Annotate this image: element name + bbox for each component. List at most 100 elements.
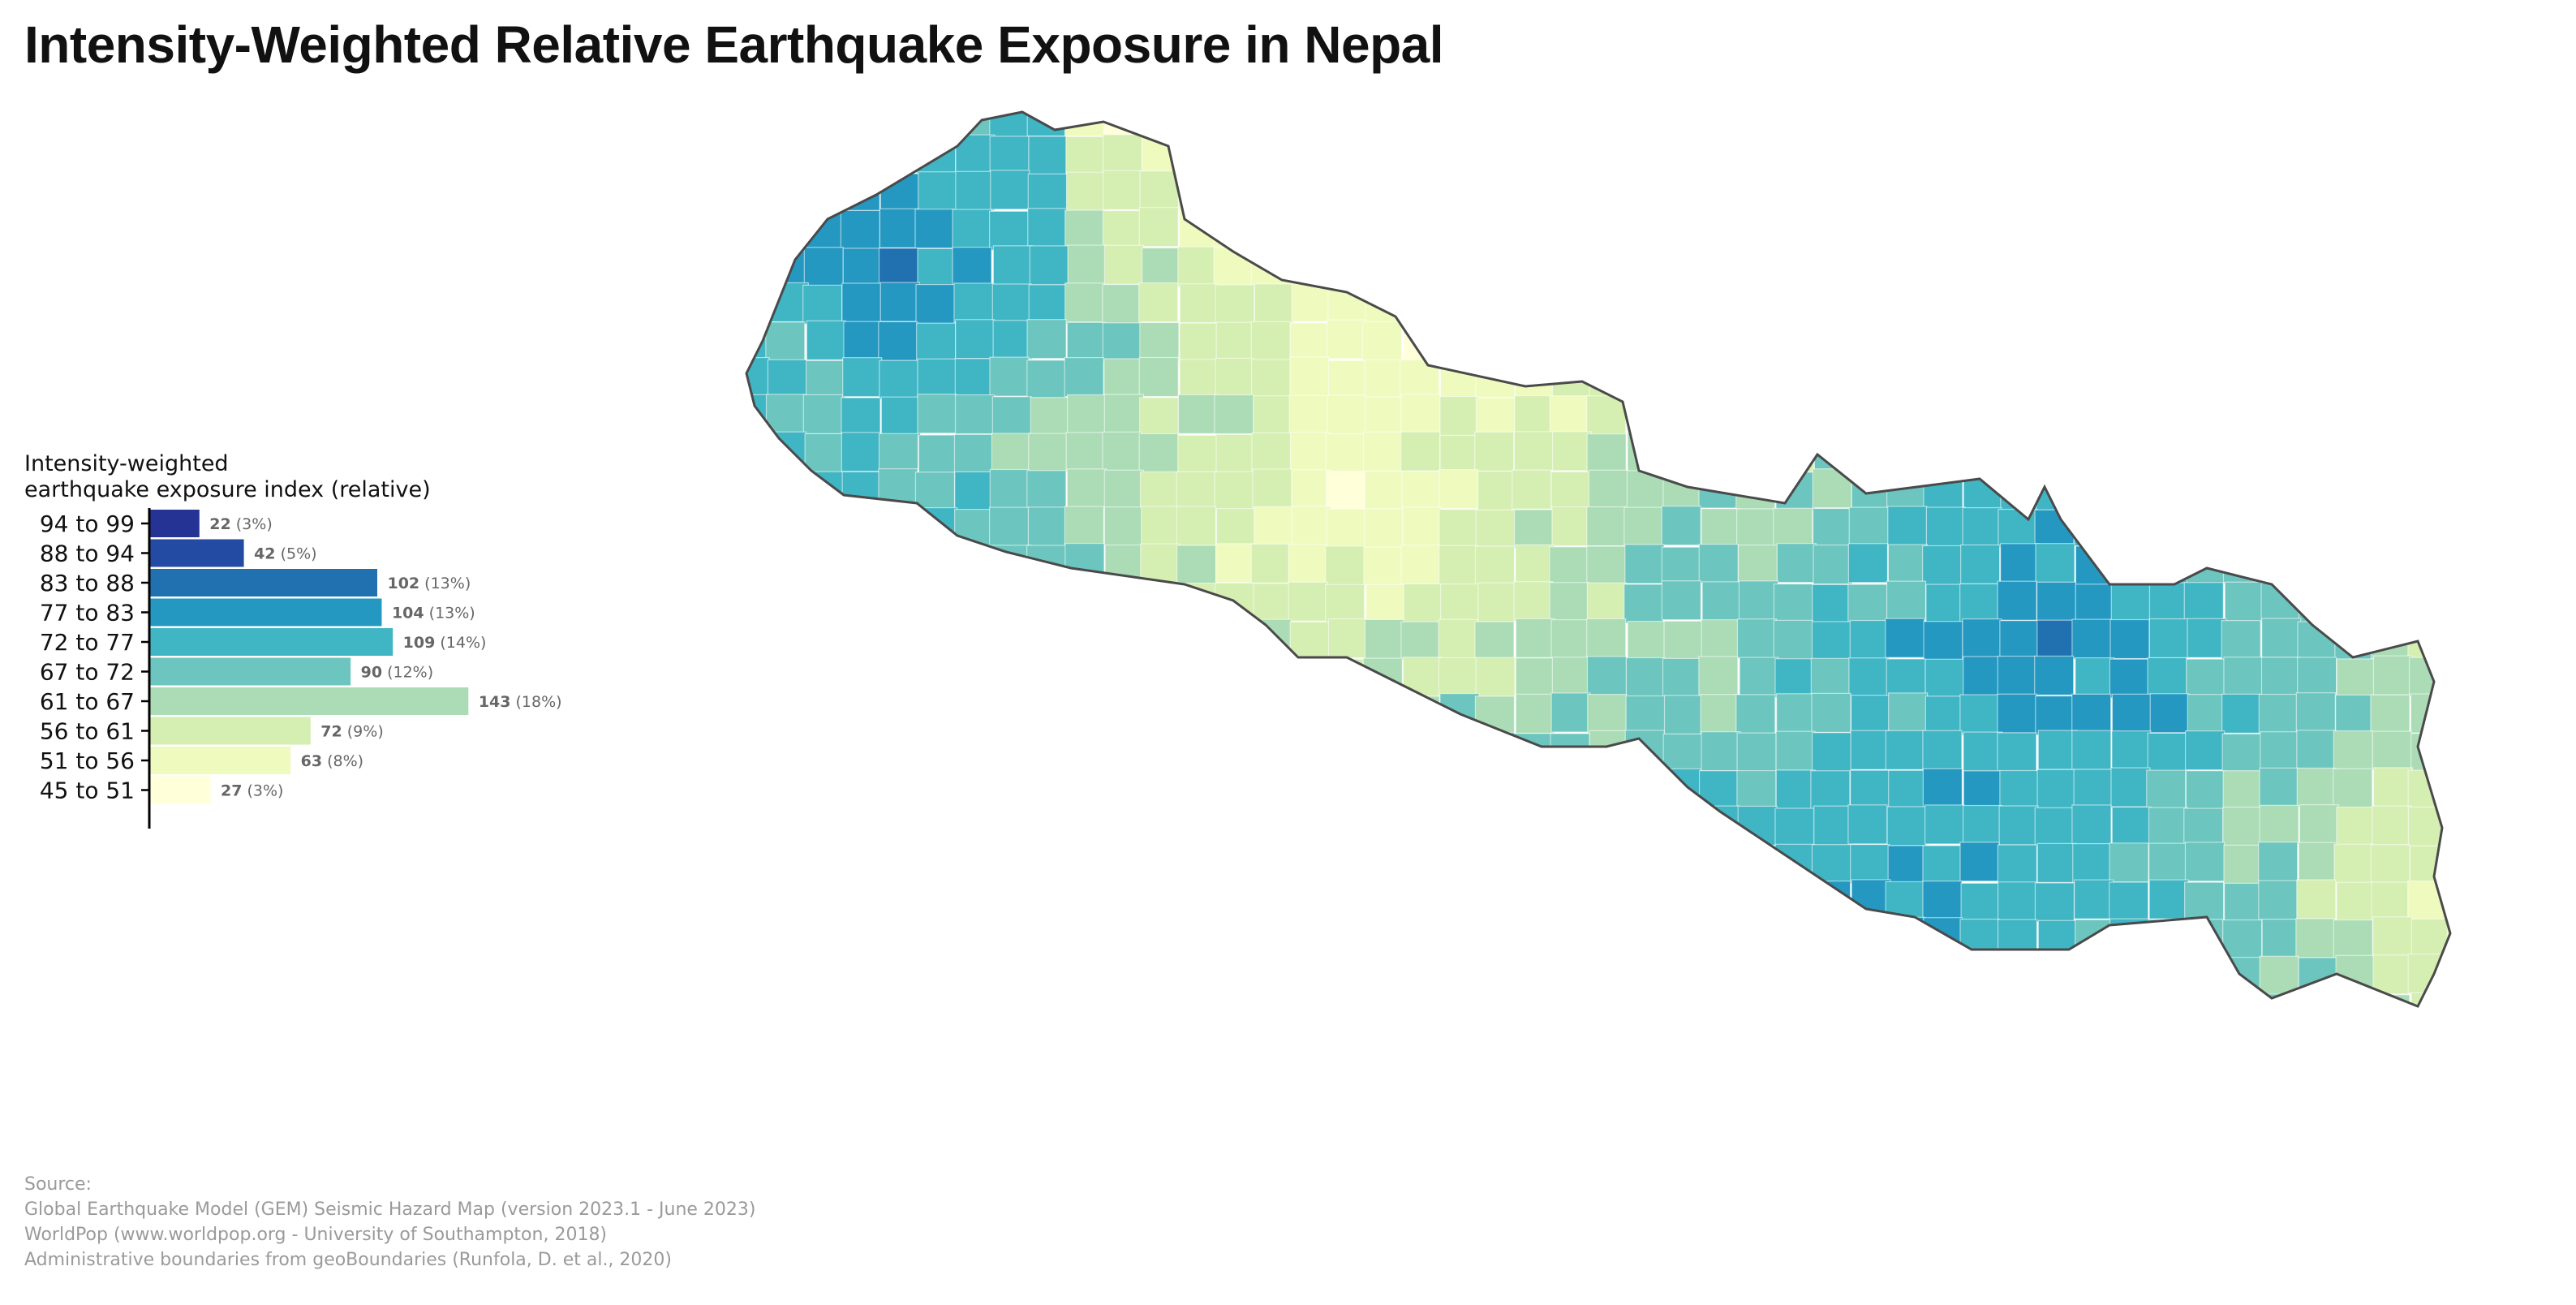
map-region [1254,842,1294,882]
map-region [1030,806,1070,846]
map-region [1402,657,1443,697]
map-region [916,619,957,660]
map-region [1663,208,1705,248]
map-region [746,433,771,473]
map-region [1886,394,1926,435]
map-region [1064,506,1104,546]
map-region [805,506,845,547]
map-region [2445,134,2450,174]
map-region [2000,319,2041,360]
map-region [953,991,993,1006]
map-region [2262,1031,2301,1070]
map-region [1439,509,1479,549]
map-region [2410,134,2450,175]
map-region [1664,112,1705,139]
map-region [746,881,769,921]
map-region [1886,170,1927,211]
map-region [1776,543,1817,584]
map-region [1735,469,1776,510]
map-region [841,432,882,472]
map-region [1551,842,1593,883]
map-region [2258,880,2299,920]
map-region [1773,583,1813,624]
map-region [1735,283,1776,325]
legend-bar-count: 72 (9%) [320,723,383,741]
map-region [1962,618,2002,659]
map-region [1812,468,1852,509]
map-region [1813,544,1853,585]
map-region [2109,322,2149,363]
map-region [2261,618,2302,658]
map-region [1997,134,2037,174]
map-region [1924,112,1964,139]
map-region [1662,843,1702,884]
map-region [2183,133,2224,174]
map-region [1701,394,1742,436]
map-region [1550,917,1591,958]
map-region [1438,618,1478,659]
map-region [746,769,772,810]
map-region [2334,580,2376,621]
map-region [1848,1029,1887,1068]
map-region [2260,506,2300,547]
map-region [1512,806,1552,846]
map-region [1515,544,1555,584]
map-region [2260,731,2300,772]
map-region [1026,319,1067,360]
map-region [765,509,806,549]
map-region [766,770,807,811]
map-region [804,881,845,922]
map-region [1847,543,1889,584]
map-region [1214,807,1254,847]
map-region [746,170,768,212]
map-region [1439,545,1479,585]
map-region [1550,112,1591,137]
map-region [1885,285,1925,325]
map-region [1960,544,2001,585]
map-region [1102,322,1142,363]
map-region [2071,431,2112,472]
map-region [2446,248,2450,288]
legend-bar-count: 27 (3%) [221,782,283,800]
map-region [989,658,1030,699]
map-region [1849,920,1890,960]
map-region [1440,1029,1479,1068]
map-region [2259,133,2299,174]
map-region [1290,843,1331,884]
map-region [2334,395,2375,436]
map-region [1289,431,1331,472]
map-region [2260,583,2301,623]
map-region [2184,207,2225,248]
map-region [2034,359,2075,400]
map-region [2333,919,2373,960]
map-region [841,882,882,923]
map-region [1737,805,1778,846]
legend-bar [150,747,291,774]
map-region [768,1032,807,1070]
map-region [2183,919,2224,959]
map-region [1851,283,1891,324]
map-region [2184,842,2226,882]
map-region [1586,433,1627,474]
map-region [2036,432,2077,472]
map-region [1850,320,1890,360]
map-region [2407,282,2448,323]
map-region [1439,732,1481,773]
map-region [1627,620,1667,661]
map-region [1700,136,1740,176]
map-region [1886,658,1926,699]
map-region [1064,356,1104,398]
map-region [1774,209,1814,251]
map-region [1402,807,1443,847]
map-region [877,619,918,660]
map-region [1176,732,1217,773]
map-region [1101,656,1142,696]
map-region [765,954,806,994]
map-region [1810,170,1851,210]
map-region [746,112,770,137]
map-region [1250,112,1291,139]
map-region [914,472,956,512]
map-region [804,433,845,473]
map-region [1474,431,1515,472]
map-region [1997,732,2037,773]
